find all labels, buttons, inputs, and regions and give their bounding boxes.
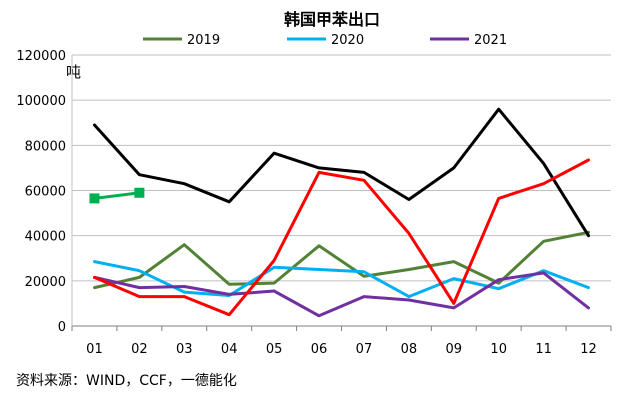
- series-line-2021: [93, 271, 590, 318]
- gridlines: [72, 54, 611, 282]
- x-tick-label: 03: [176, 342, 193, 357]
- chart-title: 韩国甲苯出口: [284, 10, 380, 29]
- series-line-4: [93, 158, 590, 317]
- y-tick-label: 80000: [25, 139, 66, 154]
- x-tick-label: 01: [86, 342, 103, 357]
- y-tick-label: 100000: [16, 94, 66, 109]
- series-line-5: [93, 191, 141, 200]
- x-tick-label: 09: [446, 342, 463, 357]
- x-tick-label: 07: [356, 342, 373, 357]
- series-line-3: [93, 107, 590, 238]
- y-tick-label: 20000: [25, 275, 66, 290]
- x-tick-label: 11: [535, 342, 552, 357]
- y-tick-label: 0: [58, 320, 66, 335]
- legend-label-2021: 2021: [474, 33, 507, 48]
- x-tick-label: 10: [490, 342, 507, 357]
- y-tick-label: 60000: [25, 185, 66, 200]
- legend-label-2020: 2020: [331, 33, 364, 48]
- x-tick-label: 06: [311, 342, 328, 357]
- x-tick-label: 02: [131, 342, 148, 357]
- x-tick-label: 08: [401, 342, 418, 357]
- x-tick-label: 12: [580, 342, 597, 357]
- y-tick-label: 120000: [16, 49, 66, 64]
- x-tick-label: 05: [266, 342, 283, 357]
- legend-label-2019: 2019: [187, 33, 220, 48]
- legend: 2019 2020 2021: [143, 33, 507, 48]
- axes: 0 20000 40000 60000 80000 100000 120000 01 02 03 0…: [16, 49, 612, 357]
- y-axis-unit-label: 吨: [66, 63, 81, 81]
- series-lines: [89, 107, 590, 318]
- series-line-2020: [93, 260, 590, 299]
- x-tick-label: 04: [221, 342, 238, 357]
- y-tick-label: 40000: [25, 230, 66, 245]
- source-note: 资料来源：WIND，CCF，一德能化: [16, 373, 237, 389]
- data-point-marker: [134, 187, 145, 198]
- series-line-2019: [93, 230, 590, 290]
- data-point-marker: [89, 193, 100, 204]
